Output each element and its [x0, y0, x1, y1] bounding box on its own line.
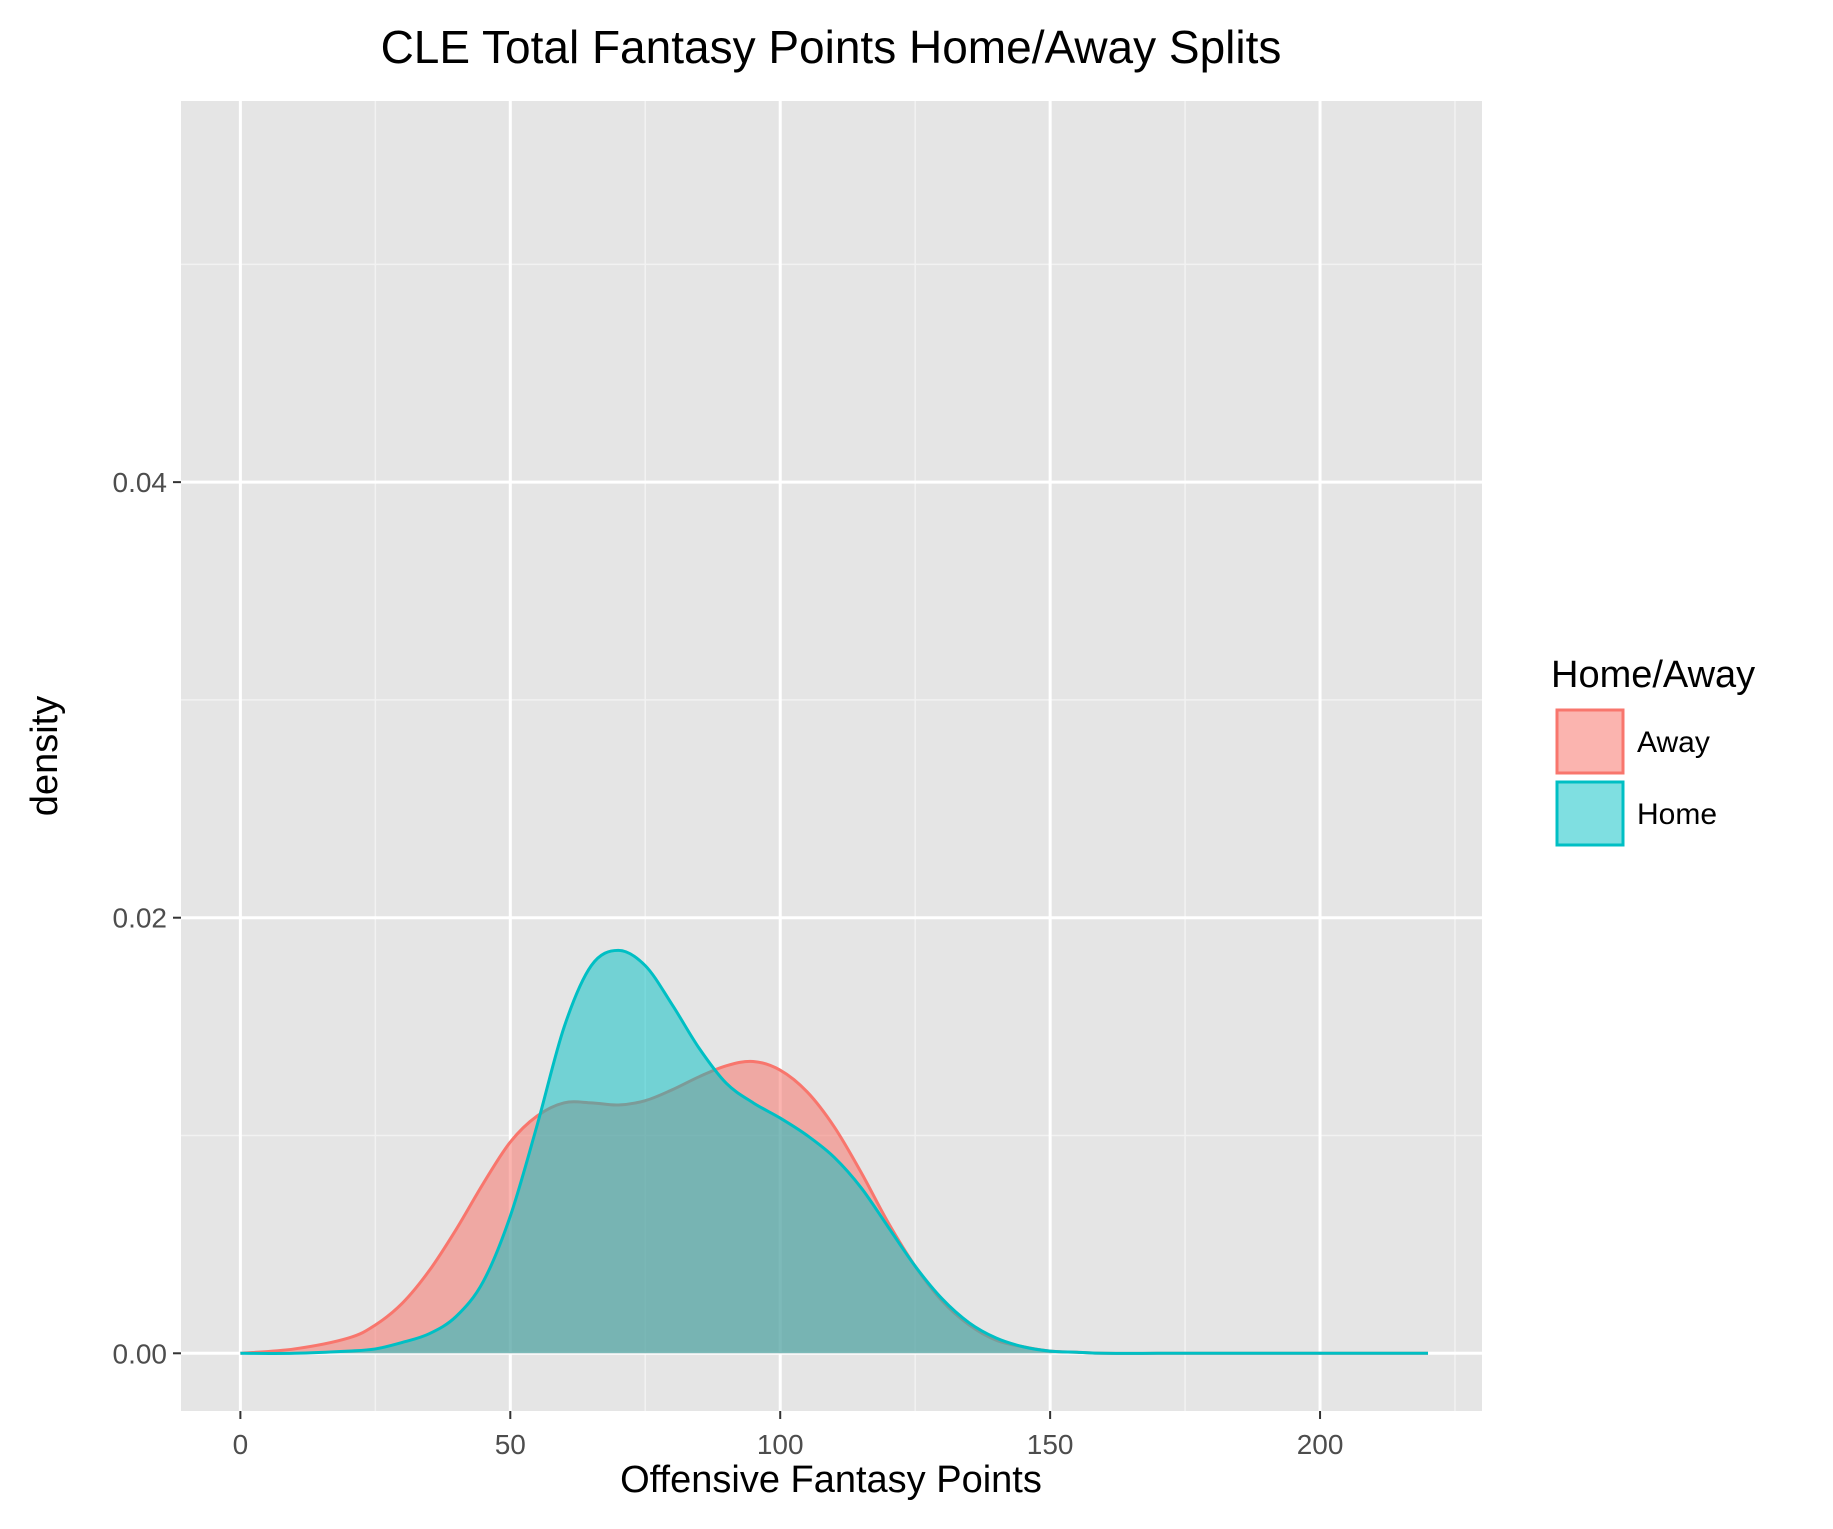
density-series: [240, 948, 1429, 1355]
chart-title: CLE Total Fantasy Points Home/Away Split…: [381, 21, 1282, 73]
axes: 0 50 100 150 200 0.00 0.02 0.04: [113, 467, 1344, 1460]
x-tick-label: 0: [233, 1429, 249, 1460]
legend: Home/Away Away Home: [1551, 654, 1755, 847]
density-line-home: [240, 948, 1429, 1355]
x-tick-label: 50: [495, 1429, 526, 1460]
y-tick-label: 0.00: [113, 1338, 168, 1369]
legend-title: Home/Away: [1551, 654, 1755, 696]
y-axis-title: density: [24, 696, 66, 816]
y-tick-label: 0.02: [113, 903, 168, 934]
legend-key-home: [1555, 780, 1625, 847]
legend-label-away: Away: [1637, 726, 1710, 759]
x-tick-label: 100: [757, 1429, 804, 1460]
x-tick-label: 150: [1027, 1429, 1074, 1460]
legend-label-home: Home: [1637, 798, 1717, 831]
legend-item-home: Home: [1555, 780, 1717, 847]
legend-key-away: [1555, 708, 1625, 775]
legend-item-away: Away: [1555, 708, 1710, 775]
y-tick-label: 0.04: [113, 467, 168, 498]
density-area-home: [240, 950, 1429, 1354]
x-axis-title: Offensive Fantasy Points: [620, 1459, 1042, 1501]
x-tick-label: 200: [1297, 1429, 1344, 1460]
